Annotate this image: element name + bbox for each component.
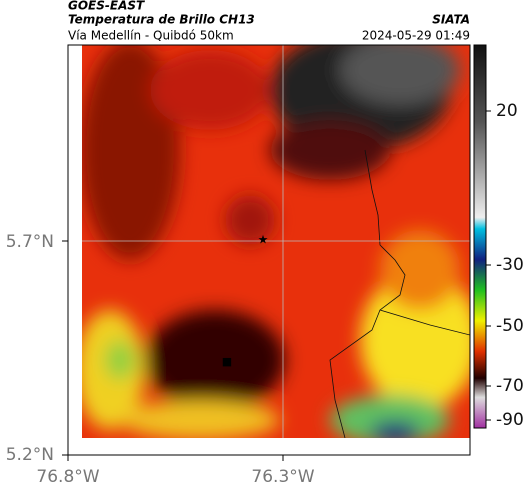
colorbar-label: -50 bbox=[496, 316, 524, 336]
colorbar bbox=[473, 44, 487, 429]
subtitle: Temperatura de Brillo CH13 bbox=[68, 13, 255, 27]
colorbar-label: 20 bbox=[496, 101, 518, 121]
lat-label: 5.7°N bbox=[6, 232, 54, 252]
datetime: 2024-05-29 01:49 bbox=[362, 29, 470, 43]
title: GOES-EAST bbox=[68, 0, 145, 13]
colorbar-label: -30 bbox=[496, 255, 524, 275]
map-frame bbox=[67, 44, 471, 456]
lat-label: 5.2°N bbox=[6, 445, 54, 465]
satellite-image: ★ ■ bbox=[82, 45, 470, 438]
source: SIATA bbox=[432, 13, 470, 27]
colorbar-ticks: 20 -30 -50 -70 -90 bbox=[486, 101, 524, 430]
colorbar-label: -70 bbox=[496, 376, 524, 396]
svg-text:■: ■ bbox=[222, 355, 232, 368]
svg-text:★: ★ bbox=[258, 233, 269, 247]
lon-label: 76.8°W bbox=[36, 467, 99, 487]
lon-label: 76.3°W bbox=[251, 467, 314, 487]
location: Vía Medellín - Quibdó 50km bbox=[68, 29, 234, 43]
colorbar-label: -90 bbox=[496, 410, 524, 430]
